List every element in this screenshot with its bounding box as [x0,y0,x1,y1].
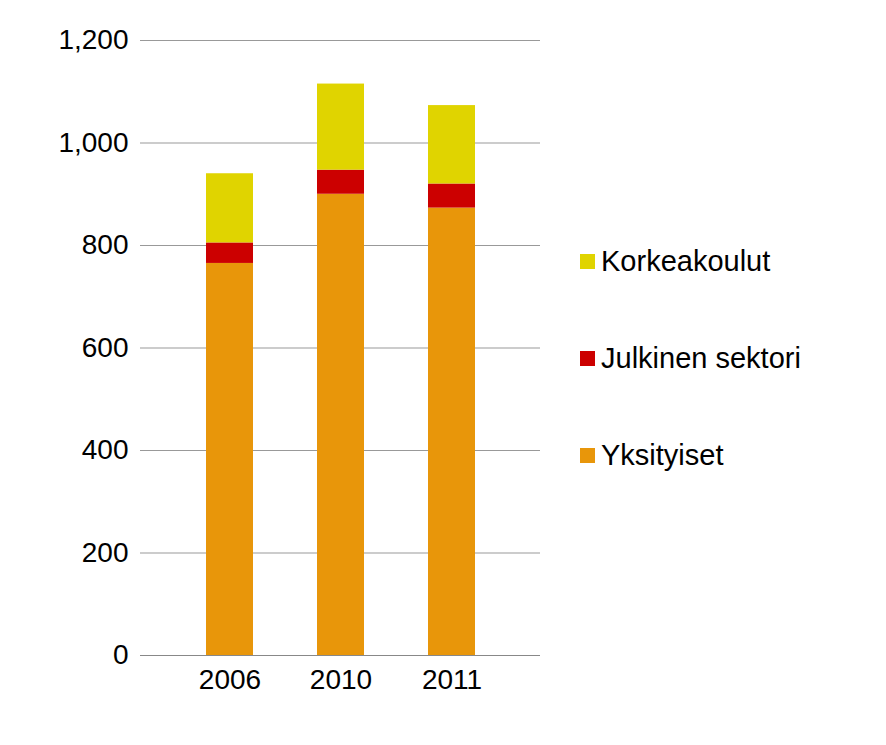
html-text:Julkinen sektori: Julkinen sektori [601,342,801,374]
html-text:Yksityiset: Yksityiset [601,439,724,471]
svg-text:0: 0 [113,639,129,670]
svg-text:2006: 2006 [199,664,261,695]
svg-text:600: 600 [82,332,129,363]
svg-text:1,000: 1,000 [58,127,128,158]
svg-text:200: 200 [82,537,129,568]
svg-text:400: 400 [82,434,129,465]
svg-text:1,200: 1,200 [58,24,128,55]
svg-text:2010: 2010 [310,664,372,695]
html-text:Korkeakoulut: Korkeakoulut [601,245,771,277]
svg-text:2011: 2011 [422,664,482,695]
svg-text:800: 800 [82,229,129,260]
